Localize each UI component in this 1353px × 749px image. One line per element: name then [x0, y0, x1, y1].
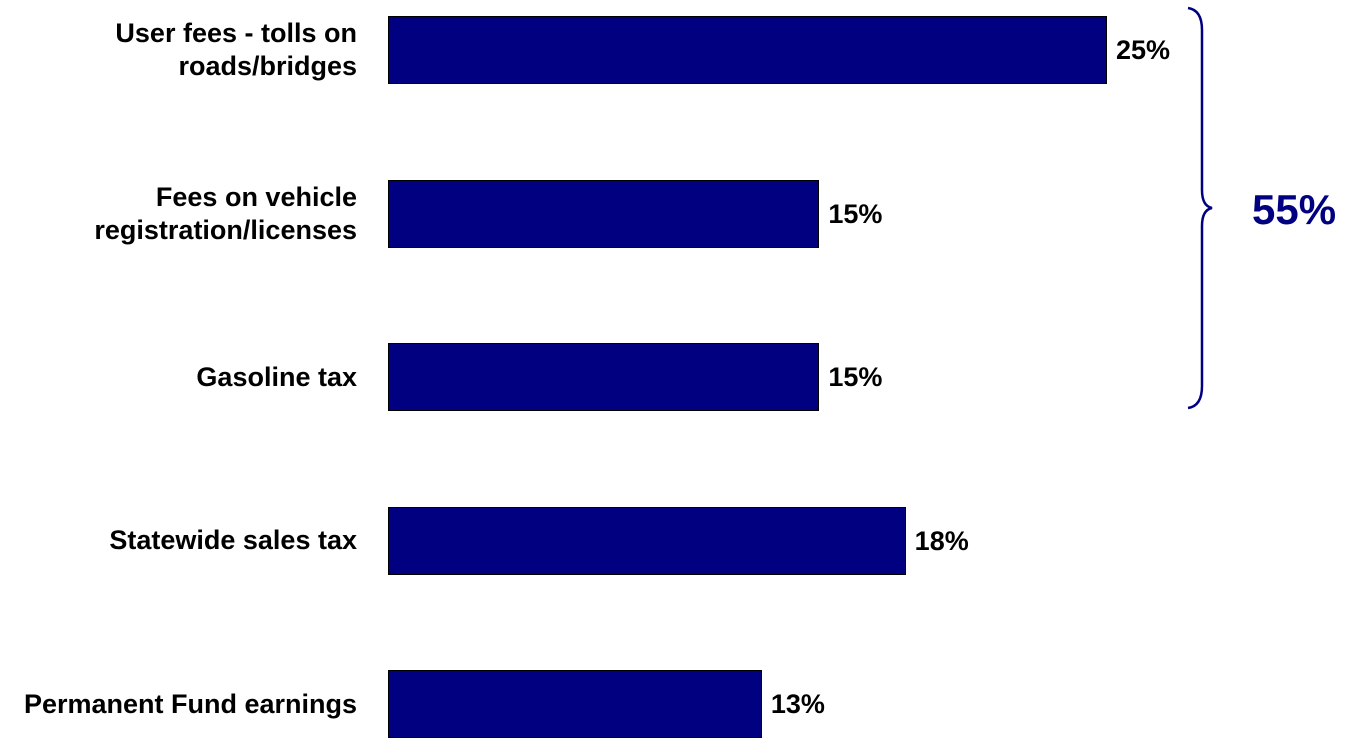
- annotation: 55%: [1252, 186, 1337, 233]
- bar: [388, 343, 820, 411]
- category-label: Permanent Fund earnings: [23, 688, 357, 719]
- brace: [1187, 6, 1213, 410]
- bar: [388, 670, 762, 738]
- value-label: 15%: [828, 198, 883, 229]
- category-label: Statewide sales tax: [109, 525, 357, 555]
- category-label: User fees - tolls on roads/bridges: [115, 18, 357, 81]
- category-label: Gasoline tax: [196, 361, 357, 392]
- bar: [388, 179, 820, 248]
- bar: [388, 506, 906, 575]
- value-label: 25%: [1116, 35, 1171, 65]
- value-label: 18%: [914, 525, 969, 556]
- bar: [388, 16, 1107, 84]
- value-label: 13%: [770, 689, 825, 719]
- category-label: Fees on vehicle registration/licenses: [94, 181, 357, 245]
- value-label: 15%: [828, 362, 883, 392]
